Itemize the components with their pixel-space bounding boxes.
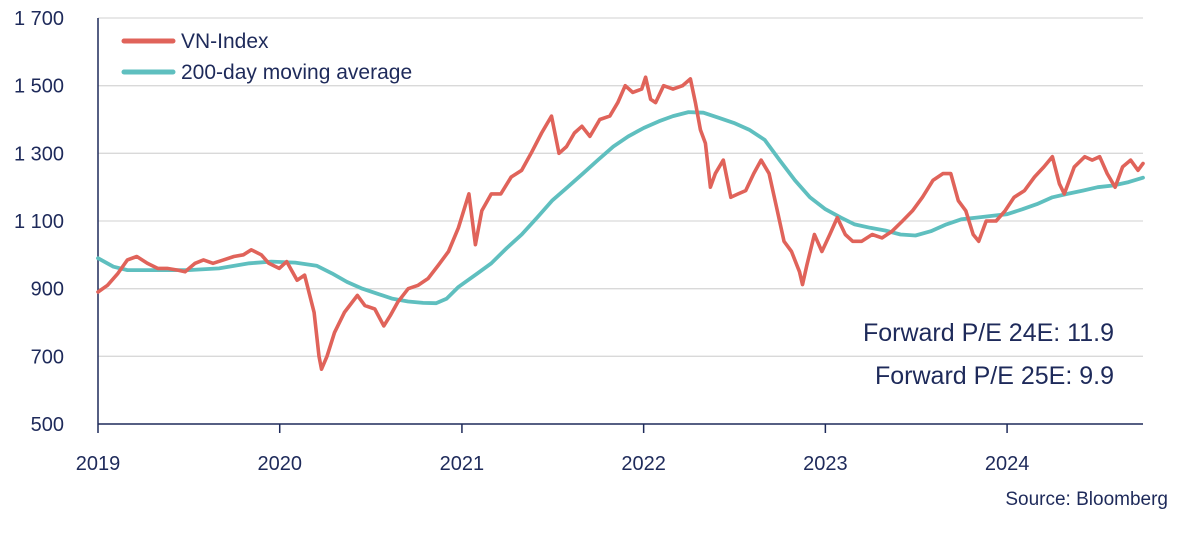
y-tick-label: 500 [31,414,64,436]
y-tick-label: 1 500 [14,76,64,98]
x-tick-label: 2021 [440,453,485,475]
x-tick-label: 2019 [76,453,121,475]
gridlines [98,17,1143,357]
vn-index-line [96,75,1145,371]
x-tick-label: 2020 [257,453,302,475]
y-tick-label: 1 300 [14,143,64,165]
moving-average-line [96,110,1145,306]
x-tick-label: 2023 [803,453,848,475]
x-axis-ticks: 2019 2020 2021 2022 2023 2024 [76,424,1030,475]
series-lines [96,75,1145,371]
x-tick-label: 2024 [985,453,1030,475]
forward-pe-25e-annotation: Forward P/E 25E: 9.9 [874,362,1114,390]
axes [97,18,1143,425]
y-tick-label: 1 700 [14,8,64,30]
legend: VN-Index 200-day moving average [121,30,412,84]
legend-label-moving-average: 200-day moving average [181,61,412,84]
source-note: Source: Bloomberg [1005,489,1168,510]
forward-pe-24e-annotation: Forward P/E 24E: 11.9 [862,319,1114,347]
x-tick-label: 2022 [621,453,666,475]
y-tick-label: 1 100 [14,211,64,233]
y-axis-ticks: 500 700 900 1 100 1 300 1 500 1 700 [14,8,64,436]
legend-label-vn-index: VN-Index [181,30,269,53]
y-tick-label: 700 [31,346,64,368]
y-tick-label: 900 [31,279,64,301]
